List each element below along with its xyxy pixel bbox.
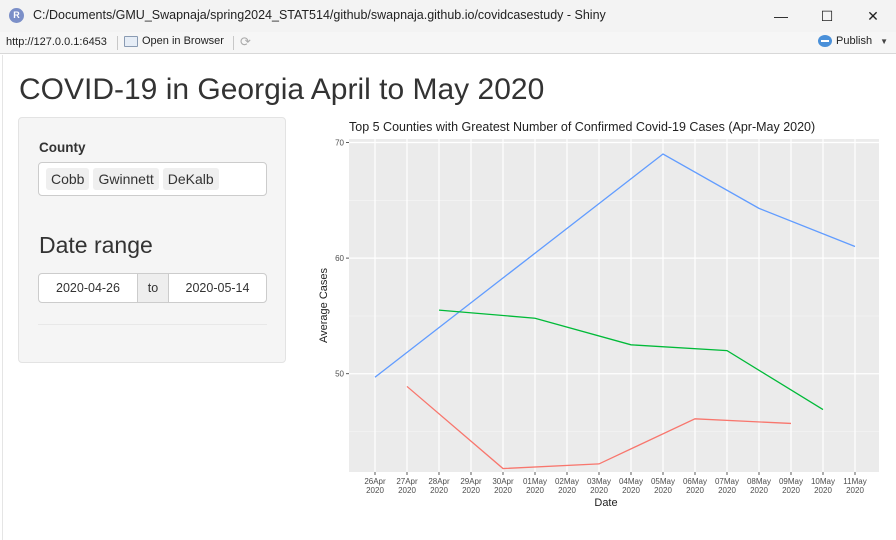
x-axis-ticks: 26Apr 2020 27Apr 2020 28Apr 2020 29Apr 2020 30Ap… [364, 472, 867, 495]
x-axis-label: Date [594, 497, 617, 509]
sidebar-divider [38, 324, 267, 325]
x-tick-label: 11May 2020 [843, 477, 866, 495]
chart-svg: Top 5 Counties with Greatest Number of C… [318, 120, 879, 509]
county-chip[interactable]: Gwinnett [93, 168, 159, 190]
minimize-button[interactable]: — [774, 8, 788, 24]
y-tick-label: 60 [335, 254, 344, 263]
x-tick-label: 01May 2020 [523, 477, 547, 495]
series-line [374, 153, 856, 378]
publish-button[interactable]: Publish ▼ [818, 35, 888, 47]
maximize-button[interactable]: ☐ [820, 8, 834, 24]
url-label: http://127.0.0.1:6453 [6, 36, 107, 48]
sidebar-panel: County Cobb Gwinnett DeKalb Date range 2… [18, 117, 286, 363]
series-line [406, 385, 792, 470]
end-date-input[interactable]: 2020-05-14 [168, 273, 267, 303]
x-tick-label: 04May 2020 [619, 477, 643, 495]
x-tick-label: 08May 2020 [747, 477, 771, 495]
x-tick-label: 30Apr 2020 [492, 477, 514, 495]
publish-icon [818, 35, 832, 47]
x-tick-label: 29Apr 2020 [460, 477, 482, 495]
grid-lines [349, 139, 879, 472]
toolbar-divider [117, 36, 118, 50]
open-in-browser-button[interactable]: Open in Browser [124, 35, 224, 47]
county-select-input[interactable]: Cobb Gwinnett DeKalb [38, 162, 267, 196]
series-line [438, 309, 824, 411]
close-button[interactable]: ✕ [867, 8, 879, 24]
date-range-label: Date range [39, 232, 153, 258]
page-title: COVID-19 in Georgia April to May 2020 [19, 73, 545, 106]
date-range-input: 2020-04-26 to 2020-05-14 [38, 273, 267, 303]
r-app-icon: R [9, 8, 24, 23]
window-title: C:/Documents/GMU_Swapnaja/spring2024_STA… [33, 8, 606, 22]
x-tick-label: 09May 2020 [779, 477, 803, 495]
x-tick-label: 02May 2020 [555, 477, 579, 495]
chart-title: Top 5 Counties with Greatest Number of C… [349, 120, 815, 134]
cases-chart: Top 5 Counties with Greatest Number of C… [313, 119, 883, 519]
x-tick-label: 06May 2020 [683, 477, 707, 495]
county-chip[interactable]: DeKalb [162, 168, 219, 190]
x-tick-label: 26Apr 2020 [364, 477, 386, 495]
x-tick-label: 03May 2020 [587, 477, 611, 495]
y-tick-label: 70 [335, 138, 344, 147]
title-bar: R C:/Documents/GMU_Swapnaja/spring2024_S… [0, 0, 896, 32]
viewer-toolbar: http://127.0.0.1:6453 Open in Browser ⟳ … [0, 32, 896, 54]
x-tick-label: 10May 2020 [811, 477, 835, 495]
x-tick-label: 07May 2020 [715, 477, 739, 495]
date-separator: to [138, 273, 168, 303]
y-tick-label: 50 [335, 370, 344, 379]
series-lines [374, 153, 856, 470]
open-in-browser-label: Open in Browser [142, 35, 224, 47]
plot-panel [349, 139, 879, 472]
toolbar-divider [233, 36, 234, 50]
publish-label: Publish [836, 35, 873, 47]
chevron-down-icon[interactable]: ▼ [880, 36, 888, 46]
y-axis-label: Average Cases [318, 268, 330, 344]
county-chip[interactable]: Cobb [46, 168, 90, 190]
shiny-app: COVID-19 in Georgia April to May 2020 Co… [2, 55, 896, 540]
x-tick-label: 27Apr 2020 [396, 477, 418, 495]
x-tick-label: 05May 2020 [651, 477, 675, 495]
refresh-icon[interactable]: ⟳ [240, 34, 251, 49]
y-axis-ticks: 50 60 70 [335, 138, 349, 379]
start-date-input[interactable]: 2020-04-26 [38, 273, 138, 303]
x-tick-label: 28Apr 2020 [428, 477, 450, 495]
county-label: County [39, 140, 86, 155]
browser-window-icon [124, 35, 138, 47]
